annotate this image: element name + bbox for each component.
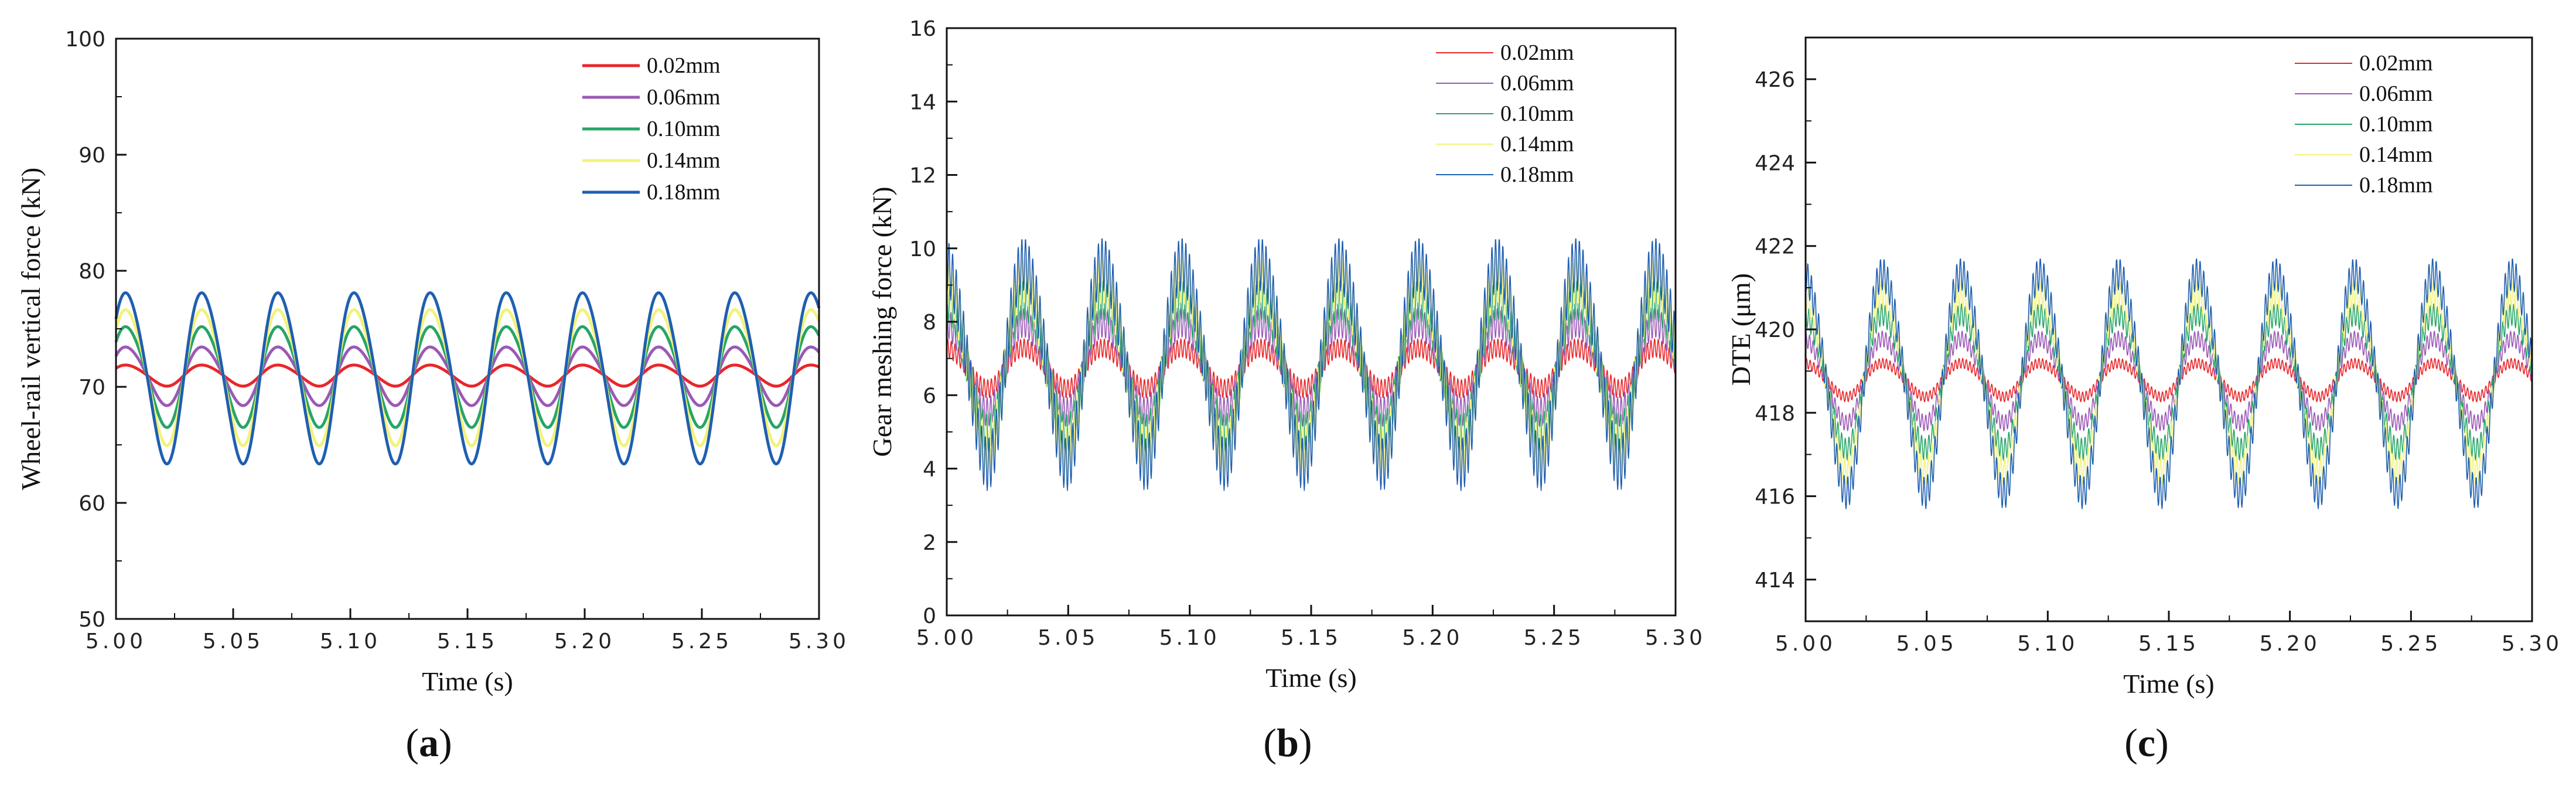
x-tick-label-b: 5.20 <box>1402 626 1463 650</box>
plot-lines-b <box>946 238 1676 491</box>
legend-label-b-0p06mm: 0.06mm <box>1500 71 1574 96</box>
chart-panel-a: 5.00 5.05 5.10 5.15 5.20 5.25 5.30 50 60 70 80 90 10… <box>0 0 859 793</box>
legend-label-b-0p02mm: 0.02mm <box>1500 40 1574 65</box>
panel-label-a-letter: a <box>419 720 439 765</box>
legend-label-c-0p06mm: 0.06mm <box>2359 81 2433 106</box>
y-axis-a: 50 60 70 80 90 100 <box>65 28 127 632</box>
x-tick-label-c: 5.25 <box>2380 632 2441 656</box>
x-tick-label-b: 5.25 <box>1524 626 1585 650</box>
x-axis-a: 5.00 5.05 5.10 5.15 5.20 5.25 5.30 <box>86 608 849 654</box>
x-tick-label-c: 5.30 <box>2502 632 2563 656</box>
legend-label-c-0p10mm: 0.10mm <box>2359 112 2433 137</box>
x-tick-label-c: 5.00 <box>1775 632 1836 656</box>
chart-svg-b: 5.00 5.05 5.10 5.15 5.20 5.25 5.30 0 2 4 6 8 10 12 14 1… <box>867 17 1706 693</box>
y-tick-label-c: 422 <box>1755 235 1795 259</box>
legend-label-a-0p06mm: 0.06mm <box>647 85 721 110</box>
legend-label-c-0p18mm: 0.18mm <box>2359 173 2433 198</box>
legend-label-b-0p14mm: 0.14mm <box>1500 132 1574 156</box>
panel-label-b: (b) <box>1263 720 1312 765</box>
y-tick-label-a: 70 <box>79 376 105 400</box>
series-line-a-0p02mm <box>115 363 820 388</box>
legend-label-c-0p02mm: 0.02mm <box>2359 51 2433 76</box>
x-tick-label-b: 5.00 <box>916 626 977 650</box>
y-axis-title-a: Wheel-rail vertical force (kN) <box>16 168 46 490</box>
legend-c: 0.02mm 0.06mm 0.10mm 0.14mm 0.18mm <box>2295 51 2433 198</box>
y-tick-label-a: 80 <box>79 260 105 284</box>
x-axis-title-a: Time (s) <box>422 666 513 696</box>
x-tick-label-b: 5.05 <box>1038 626 1098 650</box>
legend-b: 0.02mm 0.06mm 0.10mm 0.14mm 0.18mm <box>1436 40 1574 187</box>
y-axis-title-b: Gear meshing force (kN) <box>867 186 897 457</box>
x-tick-label-a: 5.20 <box>554 629 615 654</box>
x-tick-label-b: 5.10 <box>1159 626 1220 650</box>
x-tick-label-a: 5.05 <box>203 629 264 654</box>
x-tick-label-a: 5.30 <box>789 629 849 654</box>
y-tick-label-b: 10 <box>909 237 936 261</box>
legend-label-c-0p14mm: 0.14mm <box>2359 142 2433 167</box>
series-line-a-0p18mm <box>114 291 821 465</box>
x-axis-title-b: Time (s) <box>1265 663 1357 693</box>
legend-label-b-0p18mm: 0.18mm <box>1500 162 1574 187</box>
y-tick-label-c: 424 <box>1755 151 1795 175</box>
chart-svg-a: 5.00 5.05 5.10 5.15 5.20 5.25 5.30 50 60 70 80 90 10… <box>16 28 849 696</box>
y-tick-label-a: 90 <box>79 144 105 168</box>
chart-panel-c: 5.00 5.05 5.10 5.15 5.20 5.25 5.30 414 416 418 420… <box>1718 0 2576 793</box>
y-tick-label-a: 60 <box>79 492 105 516</box>
x-tick-label-b: 5.30 <box>1645 626 1706 650</box>
x-tick-label-c: 5.10 <box>2017 632 2078 656</box>
series-line-c-0p02mm <box>1805 358 2533 403</box>
x-tick-label-a: 5.00 <box>86 629 146 654</box>
chart-panel-b: 5.00 5.05 5.10 5.15 5.20 5.25 5.30 0 2 4 6 8 10 12 14 1… <box>859 0 1718 793</box>
panel-label-c: (c) <box>2124 720 2169 765</box>
series-line-a-0p06mm <box>114 345 820 407</box>
y-axis-title-c: DTE (μm) <box>1726 273 1756 386</box>
y-tick-label-b: 6 <box>923 384 936 408</box>
x-tick-label-b: 5.15 <box>1281 626 1342 650</box>
legend-label-a-0p10mm: 0.10mm <box>647 117 721 141</box>
y-tick-label-b: 2 <box>923 531 936 555</box>
x-axis-title-c: Time (s) <box>2123 669 2215 699</box>
y-tick-label-a: 50 <box>79 608 105 632</box>
y-tick-label-b: 8 <box>923 311 936 335</box>
x-axis-b: 5.00 5.05 5.10 5.15 5.20 5.25 5.30 <box>916 605 1706 650</box>
panel-label-a: (a) <box>405 720 452 765</box>
chart-svg-c: 5.00 5.05 5.10 5.15 5.20 5.25 5.30 414 416 418 420… <box>1726 36 2563 699</box>
plot-lines-a <box>114 291 821 465</box>
y-tick-label-c: 414 <box>1755 569 1795 593</box>
x-tick-label-a: 5.10 <box>320 629 381 654</box>
panel-label-b-letter: b <box>1277 720 1299 765</box>
series-line-a-0p14mm <box>114 308 821 447</box>
x-tick-label-c: 5.05 <box>1896 632 1957 656</box>
series-line-a-0p10mm <box>114 325 821 429</box>
y-tick-label-b: 4 <box>923 458 936 482</box>
legend-label-a-0p14mm: 0.14mm <box>647 148 721 173</box>
y-tick-label-b: 16 <box>909 17 936 41</box>
x-tick-label-a: 5.15 <box>437 629 498 654</box>
x-tick-label-a: 5.25 <box>671 629 732 654</box>
panel-label-c-letter: c <box>2137 720 2156 765</box>
x-tick-label-c: 5.15 <box>2138 632 2199 656</box>
y-axis-b: 0 2 4 6 8 10 12 14 16 <box>909 17 957 628</box>
series-line-b-0p18mm <box>946 238 1676 491</box>
y-axis-c: 414 416 418 420 422 424 426 <box>1755 68 1816 593</box>
y-tick-label-b: 0 <box>923 604 936 628</box>
y-tick-label-b: 14 <box>909 90 936 114</box>
series-line-c-0p18mm <box>1805 258 2533 509</box>
legend-a: 0.02mm 0.06mm 0.10mm 0.14mm 0.18mm <box>582 53 721 205</box>
plot-lines-c <box>1805 258 2533 509</box>
legend-label-a-0p18mm: 0.18mm <box>647 180 721 205</box>
y-tick-label-b: 12 <box>909 164 936 188</box>
y-tick-label-c: 418 <box>1755 401 1795 426</box>
y-tick-label-c: 426 <box>1755 68 1795 92</box>
y-tick-label-a: 100 <box>65 28 105 52</box>
x-tick-label-c: 5.20 <box>2260 632 2321 656</box>
x-axis-c: 5.00 5.05 5.10 5.15 5.20 5.25 5.30 <box>1775 611 2563 656</box>
legend-label-a-0p02mm: 0.02mm <box>647 53 721 78</box>
legend-label-b-0p10mm: 0.10mm <box>1500 101 1574 126</box>
y-tick-label-c: 420 <box>1755 318 1795 342</box>
y-tick-label-c: 416 <box>1755 485 1795 509</box>
